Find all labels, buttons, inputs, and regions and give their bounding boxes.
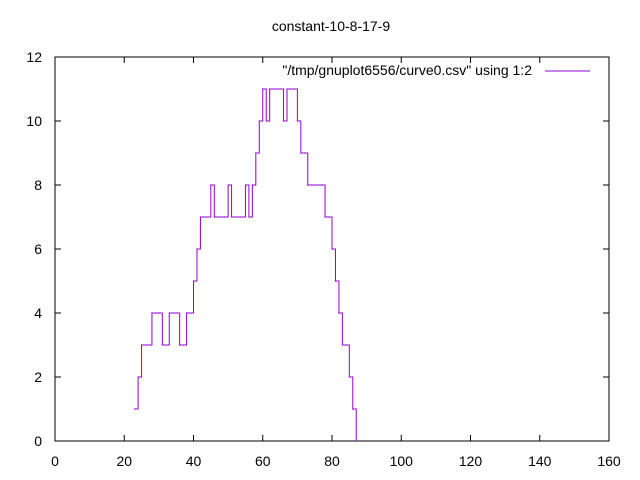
data-point [282,120,285,122]
data-point [182,344,184,346]
data-point [172,312,174,314]
data-point [324,216,326,218]
data-point [224,216,226,218]
data-point [300,152,302,154]
data-point [179,344,181,346]
data-point [334,280,337,282]
data-point [269,88,271,90]
data-point [296,120,298,122]
y-tick-label: 8 [34,177,42,193]
data-point [144,344,146,346]
x-tick-label: 40 [186,453,202,469]
data-point [355,440,357,442]
data-point [220,216,222,218]
data-point [210,184,212,186]
x-tick-label: 160 [597,453,621,469]
data-point [248,216,250,218]
data-point [310,184,312,186]
data-point [158,312,160,314]
data-point [161,344,163,346]
y-axis: 0 2 4 6 8 10 12 [26,49,609,449]
data-point [134,408,136,410]
x-tick-label: 100 [390,453,414,469]
data-point [147,344,150,346]
x-tick-label: 120 [459,453,483,469]
data-point [293,88,295,90]
data-point [317,184,319,186]
legend-label: "/tmp/gnuplot6556/curve0.csv" using 1:2 [282,62,532,78]
data-point [196,248,198,250]
x-tick-label: 60 [255,453,271,469]
data-point [255,152,257,154]
legend: "/tmp/gnuplot6556/curve0.csv" using 1:2 [282,62,590,78]
data-point [338,312,340,314]
data-point [276,88,278,90]
data-point [279,88,281,90]
data-point [286,88,288,90]
data-point [168,312,170,314]
data-point [151,312,153,314]
data-point [289,88,292,90]
x-tick-label: 140 [528,453,552,469]
data-point [314,184,316,186]
data-point [234,216,236,218]
x-tick-label: 0 [51,453,59,469]
data-point [244,184,247,186]
y-tick-label: 0 [34,433,42,449]
x-tick-label: 80 [324,453,340,469]
y-tick-label: 10 [26,113,42,129]
data-point [303,152,305,154]
data-point [258,120,260,122]
chart-title: constant-10-8-17-9 [272,18,391,34]
data-point [175,312,177,314]
data-point [199,216,202,218]
data-point [307,184,309,186]
data-point [345,344,347,346]
data-point [327,216,330,218]
data-point [165,344,167,346]
x-tick-label: 20 [116,453,132,469]
data-point [331,248,333,250]
data-point [185,312,188,314]
data-point [251,184,253,186]
y-tick-label: 4 [34,305,42,321]
data-point [321,184,323,186]
y-tick-label: 2 [34,369,42,385]
data-point [227,184,229,186]
data-point [352,408,354,410]
data-point [237,216,240,218]
data-point [262,88,264,90]
y-tick-label: 6 [34,241,42,257]
data-point [213,216,215,218]
series-line [134,88,357,441]
data-points [134,88,357,442]
data-point [230,216,233,218]
data-point [206,216,208,218]
data-point [140,344,143,346]
y-tick-label: 12 [26,49,42,65]
data-point [203,216,205,218]
data-point [192,280,195,282]
data-point [241,216,243,218]
x-axis: 0 20 40 60 80 100 120 140 160 [51,57,621,469]
data-point [137,376,139,378]
data-point [217,216,219,218]
data-point [341,344,343,346]
data-point [154,312,157,314]
data-point [265,120,267,122]
data-point [348,376,350,378]
data-point [272,88,274,90]
data-point [189,312,191,314]
